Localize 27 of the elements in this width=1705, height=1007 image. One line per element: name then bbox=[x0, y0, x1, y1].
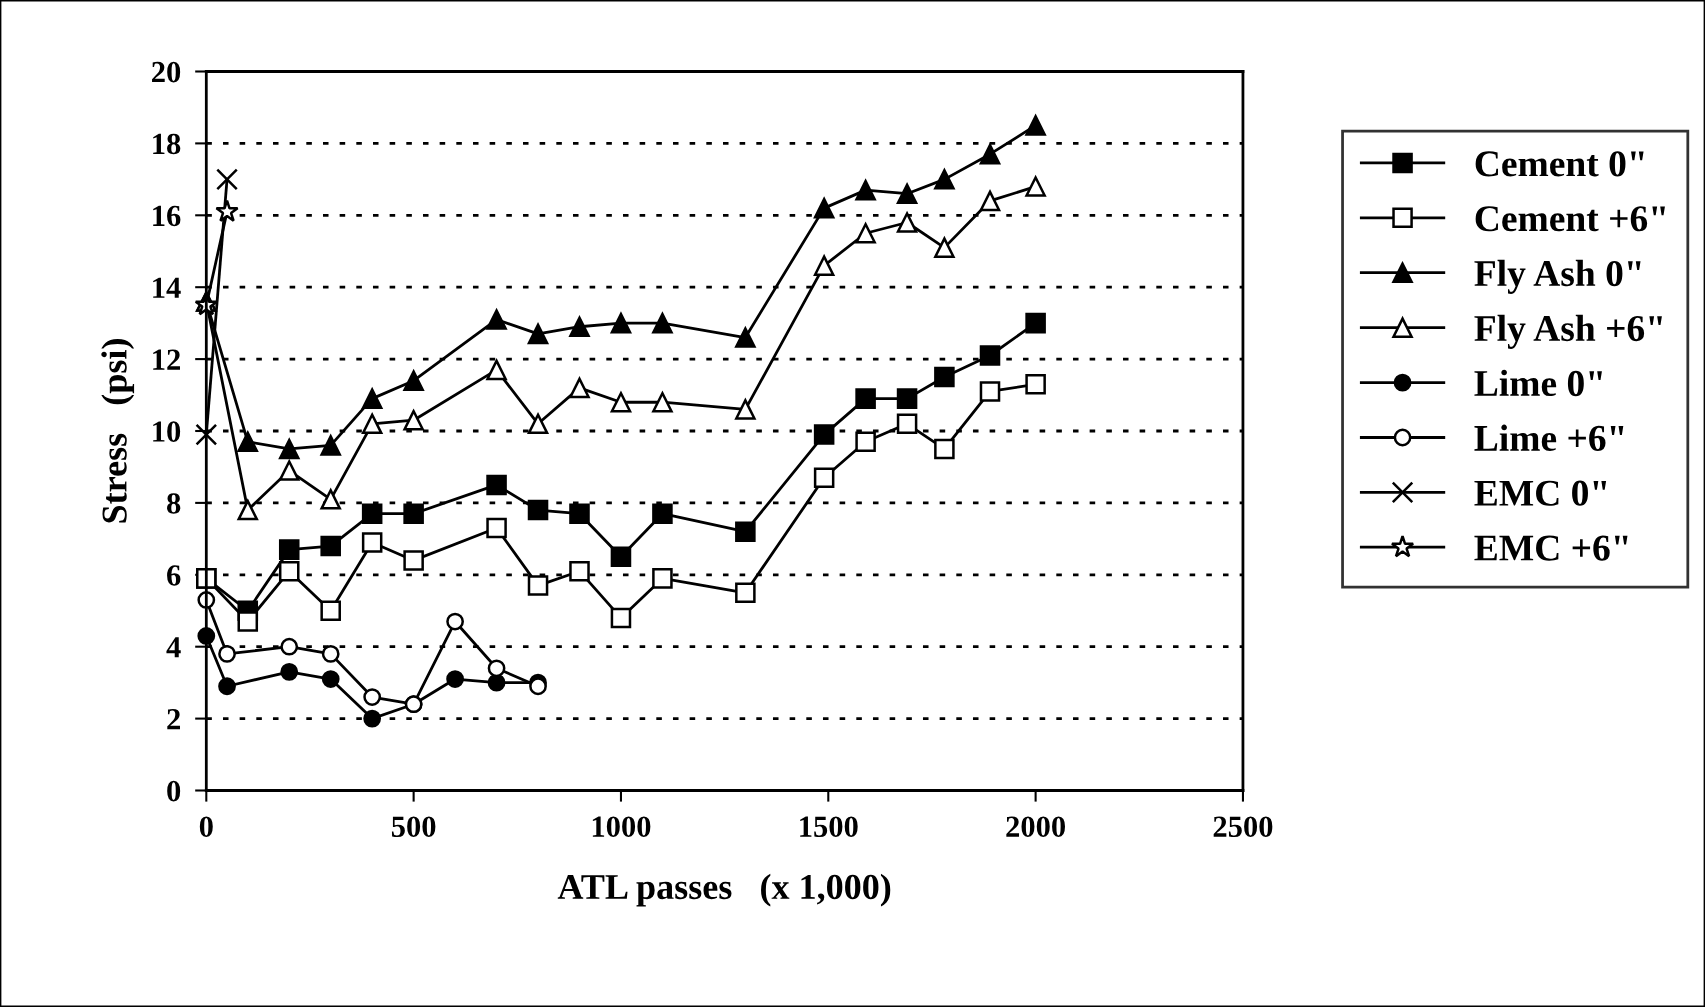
y-tick-label: 20 bbox=[152, 61, 181, 83]
legend-label: Fly Ash +6" bbox=[1474, 314, 1662, 349]
y-tick-label: 18 bbox=[153, 133, 181, 155]
y-tick-label: 14 bbox=[153, 277, 181, 298]
legend-label: Lime 0" bbox=[1474, 369, 1602, 397]
legend-label: EMC 0" bbox=[1474, 480, 1607, 506]
y-tick-label: 2 bbox=[167, 708, 180, 730]
legend-label: Cement +6" bbox=[1475, 206, 1665, 232]
x-tick-label: 2000 bbox=[1006, 816, 1066, 837]
y-tick-label: 12 bbox=[153, 349, 180, 370]
y-tick-label: 0 bbox=[167, 780, 181, 802]
x-tick-label: 0 bbox=[199, 816, 213, 837]
legend-label: Cement 0" bbox=[1475, 151, 1644, 177]
x-tick-label: 500 bbox=[391, 816, 436, 837]
legend-label: Fly Ash 0" bbox=[1474, 259, 1641, 294]
legend-label: EMC +6" bbox=[1474, 535, 1628, 561]
x-tick-label: 2500 bbox=[1213, 816, 1273, 837]
x-tick-label: 1500 bbox=[800, 816, 858, 837]
y-tick-label: 4 bbox=[166, 637, 181, 658]
legend-label: Lime +6" bbox=[1474, 424, 1624, 451]
y-tick-label: 8 bbox=[167, 493, 181, 514]
y-axis-title: Stress (psi) bbox=[101, 339, 135, 523]
y-tick-label: 6 bbox=[167, 565, 181, 586]
x-axis-title: ATL passes (x 1,000) bbox=[557, 873, 891, 907]
y-tick-label: 16 bbox=[153, 205, 181, 227]
y-tick-label: 10 bbox=[153, 421, 181, 442]
x-tick-label: 1000 bbox=[592, 816, 651, 837]
